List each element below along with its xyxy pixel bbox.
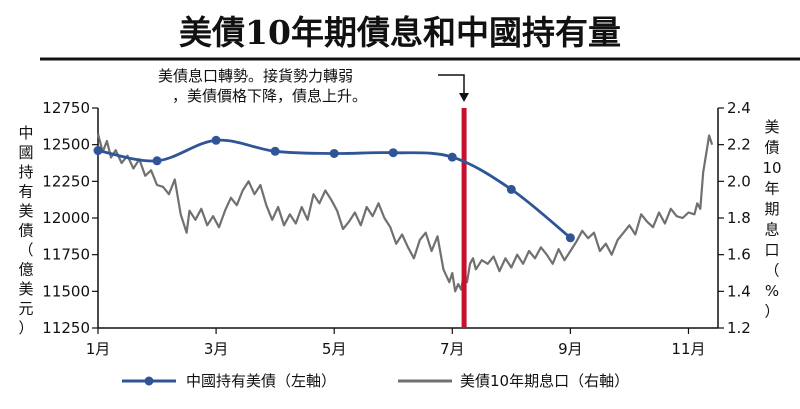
left-axis-title-char: 美 [18,202,33,220]
series-china-point [329,148,339,158]
left-tick-label: 11500 [42,282,90,300]
left-tick-label: 11750 [42,246,90,264]
series-china-point [388,148,398,158]
left-tick-label: 11250 [42,319,90,337]
annotation-leader [438,74,465,95]
plot-area: 12750 12500 12250 12000 11750 11500 11250 2.4 2.… [18,99,781,358]
left-axis-title-char: 債 [18,222,33,240]
left-tick-label: 12000 [42,209,90,227]
left-axis-title-char: 持 [18,163,33,181]
annotation-line-2: ，美債價格下降，債息上升。 [172,87,367,105]
right-axis-title-char: 債 [764,139,779,157]
right-tick-label: 2.0 [727,172,751,190]
right-axis-title-char: 年 [764,180,779,198]
right-tick-label: 1.6 [727,246,751,264]
left-axis-title-char: （ [18,241,33,259]
right-axis-title-char: （ [764,262,779,280]
left-tick-label: 12500 [42,136,90,154]
right-axis-title-char: 10 [762,159,781,177]
left-axis-title-char: 億 [18,261,33,279]
x-tick-label: 11月 [671,340,705,358]
series-china-point [152,156,162,166]
chart-title: 美債10年期債息和中國持有量 [179,13,621,52]
x-tick-label: 3月 [204,340,229,358]
left-axis-title-char: 美 [18,280,33,298]
series-china-point [447,152,457,162]
legend-china-label: 中國持有美債（左軸） [186,372,336,390]
left-axis-title-char: ） [18,319,33,337]
right-axis-title-char: 口 [764,241,779,259]
right-axis-title-char: ） [764,303,779,321]
right-tick-label: 2.4 [727,99,751,117]
series-china-point [506,184,516,194]
right-axis-title-char: 美 [764,118,779,136]
left-tick-label: 12250 [42,172,90,190]
series-china-point [565,233,575,243]
left-axis-title-char: 中 [18,124,33,142]
annotation-arrowhead [459,93,469,102]
left-axis-title-char: 元 [18,300,33,318]
right-tick-label: 1.4 [727,282,751,300]
legend: 中國持有美債（左軸） 美債10年期息口（右軸） [122,372,629,390]
x-tick-label: 1月 [86,340,111,358]
left-axis-title-char: 國 [18,144,33,162]
right-tick-label: 1.2 [727,319,751,337]
right-axis-title-char: 期 [764,200,779,218]
annotation-line-1: 美債息口轉勢。接貨勢力轉弱 [158,67,353,85]
right-tick-label: 2.2 [727,136,751,154]
x-tick-label: 9月 [558,340,583,358]
left-axis-title-char: 有 [18,183,33,201]
right-axis-title-char: % [765,282,779,300]
right-tick-label: 1.8 [727,209,751,227]
series-china-point [93,146,103,156]
left-tick-label: 12750 [42,99,90,117]
x-tick-label: 5月 [322,340,347,358]
legend-yield-label: 美債10年期息口（右軸） [460,372,629,390]
legend-china-marker [144,376,154,386]
series-china-point [270,146,280,156]
x-tick-label: 7月 [440,340,465,358]
right-axis-title-char: 息 [764,221,779,239]
series-yield-line [96,133,714,293]
series-china-point [211,135,221,145]
